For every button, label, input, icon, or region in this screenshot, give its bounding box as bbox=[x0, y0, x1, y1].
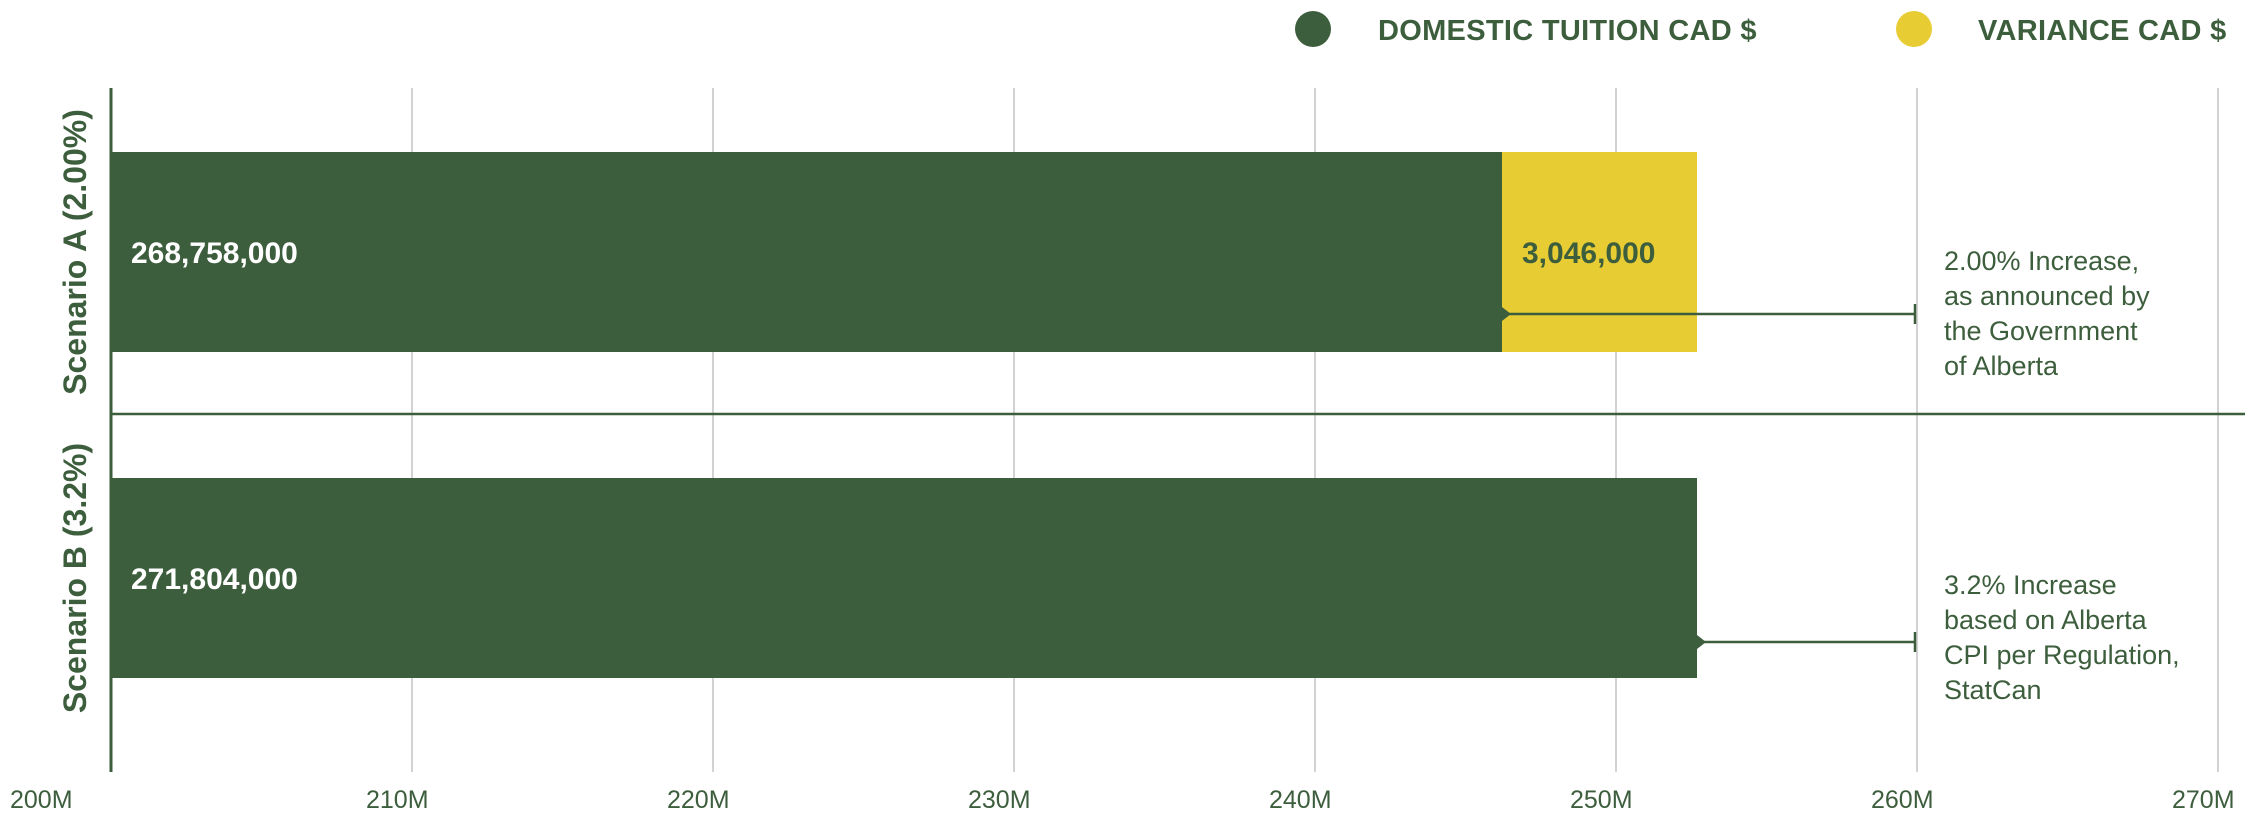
annotation-arrow bbox=[1502, 307, 1511, 321]
x-tick-label: 260M bbox=[1871, 786, 1934, 813]
annotation-line: as announced by bbox=[1944, 281, 2150, 311]
category-label: Scenario B (3.2%) bbox=[57, 443, 93, 713]
bar-value-label: 268,758,000 bbox=[131, 237, 298, 270]
annotation-line: the Government bbox=[1944, 316, 2138, 346]
legend: DOMESTIC TUITION CAD $ VARIANCE CAD $ bbox=[1295, 11, 2227, 47]
category-label: Scenario A (2.00%) bbox=[57, 109, 93, 395]
bars bbox=[111, 152, 1697, 678]
annotation-line: StatCan bbox=[1944, 675, 2042, 705]
legend-swatch bbox=[1896, 11, 1932, 47]
legend-label: DOMESTIC TUITION CAD $ bbox=[1378, 15, 1757, 47]
bar-domestic-tuition bbox=[111, 152, 1502, 352]
x-tick-label: 220M bbox=[667, 786, 730, 813]
annotation-line: CPI per Regulation, bbox=[1944, 640, 2180, 670]
annotation-line: 3.2% Increase bbox=[1944, 570, 2117, 600]
bar-domestic-tuition bbox=[111, 478, 1697, 678]
bar-variance bbox=[1502, 152, 1697, 352]
x-tick-label: 240M bbox=[1269, 786, 1332, 813]
annotation-arrow bbox=[1697, 635, 1706, 649]
annotation-line: based on Alberta bbox=[1944, 605, 2148, 635]
x-tick-label: 210M bbox=[366, 786, 429, 813]
axes: 200M 210M 220M 230M 240M 250M 260M 270M bbox=[10, 88, 2245, 813]
x-tick-label: 270M bbox=[2172, 786, 2235, 813]
labels: 268,758,000 3,046,000 2.00% Increase, as an… bbox=[57, 109, 2180, 713]
bar-value-label: 3,046,000 bbox=[1522, 237, 1655, 270]
legend-swatch bbox=[1295, 11, 1331, 47]
annotation-line: of Alberta bbox=[1944, 351, 2059, 381]
x-tick-label: 200M bbox=[10, 786, 73, 813]
bar-value-label: 271,804,000 bbox=[131, 563, 298, 596]
annotation-line: 2.00% Increase, bbox=[1944, 246, 2139, 276]
x-tick-label: 230M bbox=[968, 786, 1031, 813]
legend-label: VARIANCE CAD $ bbox=[1978, 15, 2227, 47]
x-tick-label: 250M bbox=[1570, 786, 1633, 813]
